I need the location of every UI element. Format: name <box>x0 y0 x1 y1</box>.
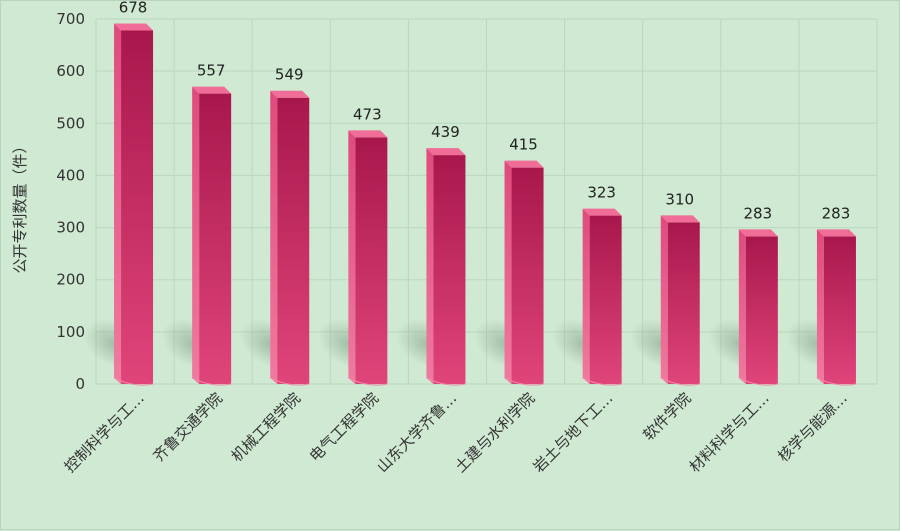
bar-top <box>114 23 154 31</box>
y-axis: 0 100 200 300 400 500 600 700 <box>56 10 85 393</box>
bar <box>660 215 700 386</box>
x-tick-label: 材料科学与工… <box>686 389 773 476</box>
x-tick-label: 软件学院 <box>639 389 694 444</box>
bar-side <box>660 215 668 384</box>
bar <box>191 86 232 386</box>
data-label: 283 <box>822 204 851 222</box>
bar-front <box>355 137 388 384</box>
bar <box>504 160 544 386</box>
bar-side <box>270 90 278 384</box>
x-tick-label: 岩土与地下工… <box>529 389 616 476</box>
y-tick-label: 400 <box>56 166 85 184</box>
bar-front <box>823 236 856 384</box>
x-tick-label: 山东大学齐鲁… <box>373 389 460 476</box>
data-label: 415 <box>509 136 538 154</box>
x-axis: 控制科学与工… 齐鲁交通学院 机械工程学院 电气工程学院山东大学齐鲁…土建与水利学院岩… <box>61 389 851 476</box>
data-label: 439 <box>431 123 460 141</box>
x-tick-label: 机械工程学院 <box>228 389 304 465</box>
bar-side <box>816 229 824 384</box>
data-label: 678 <box>119 1 148 16</box>
bar-top <box>192 86 232 94</box>
y-tick-label: 0 <box>75 375 85 393</box>
bar-base <box>191 377 232 386</box>
bar <box>113 23 154 386</box>
data-label: 473 <box>353 105 382 123</box>
bar-front <box>277 97 310 384</box>
bar-side <box>348 130 356 384</box>
bar <box>738 229 778 386</box>
y-tick-label: 600 <box>56 62 85 80</box>
bar-base <box>660 377 700 386</box>
y-axis-title: 公开专利数量（件） <box>11 138 29 273</box>
bar-top <box>348 130 388 138</box>
bar <box>348 130 388 386</box>
bar <box>582 208 622 386</box>
bar-front <box>121 30 154 384</box>
y-tick-label: 700 <box>56 10 85 28</box>
bar-base <box>270 377 310 386</box>
bar-front <box>667 222 700 384</box>
bar-front <box>745 236 778 384</box>
bar-side <box>738 229 746 384</box>
bar-side <box>426 148 434 384</box>
bar-top <box>504 160 544 168</box>
bar-top <box>582 208 622 216</box>
data-labels: 678 557 549 473 439 415 323 310 283 283 <box>119 1 851 222</box>
bar-top <box>816 229 856 237</box>
bar-top <box>738 229 778 237</box>
bar-side <box>192 86 200 385</box>
x-tick-label: 控制科学与工… <box>61 389 148 476</box>
y-tick-label: 300 <box>56 219 85 237</box>
bar-front <box>199 93 232 385</box>
y-tick-label: 100 <box>56 323 85 341</box>
bar-side <box>504 160 512 384</box>
bar-base <box>113 377 154 386</box>
bar-base <box>504 377 544 386</box>
x-tick-label: 电气工程学院 <box>306 389 382 465</box>
bars <box>113 23 857 386</box>
y-tick-label: 200 <box>56 271 85 289</box>
y-tick-label: 500 <box>56 114 85 132</box>
data-label: 283 <box>744 204 773 222</box>
bar-base <box>816 377 857 386</box>
bar-side <box>582 208 590 384</box>
data-label: 310 <box>665 190 694 208</box>
bar-base <box>348 377 388 386</box>
data-label: 549 <box>275 66 304 84</box>
bar-front <box>511 167 544 384</box>
bar-top <box>426 148 466 156</box>
bar-top <box>660 215 700 223</box>
bar-base <box>738 377 778 386</box>
x-tick-label: 核学与能源… <box>774 389 850 465</box>
bar-top <box>270 90 310 98</box>
bar-base <box>426 377 466 386</box>
bar <box>270 90 310 386</box>
bar-front <box>589 215 622 384</box>
bar <box>816 229 857 386</box>
bar-side <box>114 23 122 384</box>
bar-front <box>433 155 466 384</box>
bar <box>426 148 466 386</box>
x-tick-label: 齐鲁交通学院 <box>150 389 226 465</box>
data-label: 323 <box>587 184 616 202</box>
data-label: 557 <box>197 62 226 80</box>
bar-base <box>582 377 622 386</box>
x-tick-label: 土建与水利学院 <box>451 389 538 476</box>
